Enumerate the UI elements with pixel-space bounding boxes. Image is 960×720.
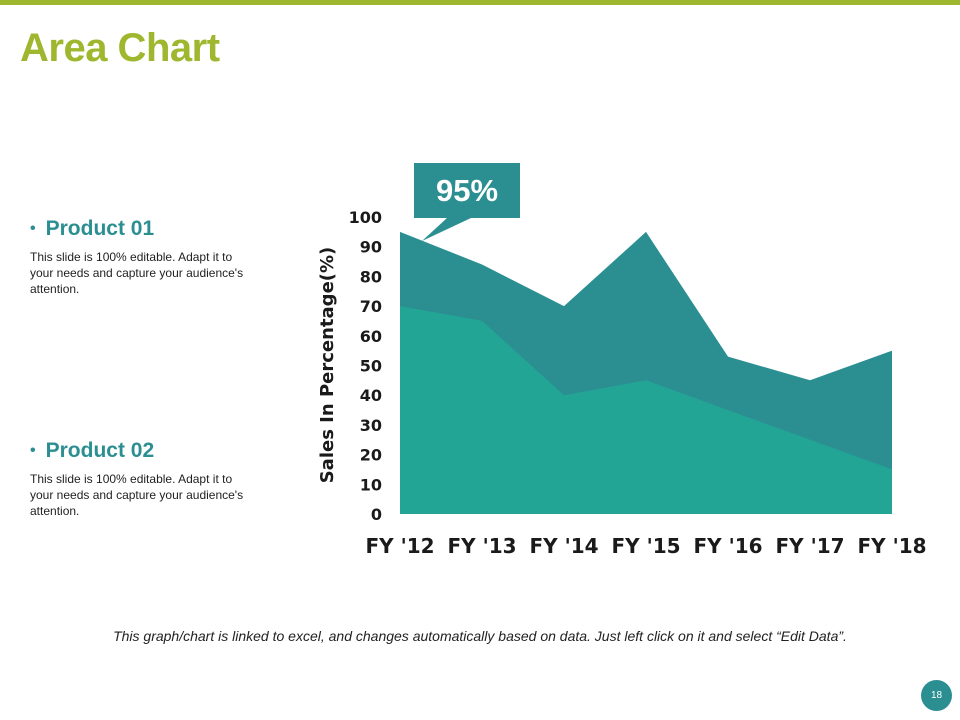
product-01-block: • Product 01 This slide is 100% editable… [30, 217, 245, 297]
callout-shape [414, 163, 520, 241]
product-02-block: • Product 02 This slide is 100% editable… [30, 439, 245, 519]
y-tick-label: 20 [360, 446, 382, 465]
y-tick-label: 60 [360, 327, 382, 346]
x-tick-label: FY '15 [611, 534, 680, 558]
x-tick-label: FY '17 [775, 534, 844, 558]
bullet-icon: • [30, 442, 36, 459]
page-number: 18 [921, 680, 952, 711]
y-tick-label: 40 [360, 386, 382, 405]
area-series-2 [400, 306, 892, 514]
footer-note: This graph/chart is linked to excel, and… [113, 628, 847, 644]
y-tick-label: 100 [349, 208, 382, 227]
y-tick-label: 0 [371, 505, 382, 524]
product-01-heading: • Product 01 [30, 217, 245, 241]
y-tick-label: 10 [360, 475, 382, 494]
callout-label: 95% [435, 172, 499, 208]
x-tick-label: FY '12 [365, 534, 434, 558]
x-tick-label: FY '13 [447, 534, 516, 558]
y-axis-label: Sales In Percentage(%) [317, 247, 338, 484]
slide-title: Area Chart [20, 26, 220, 70]
bullet-icon: • [30, 220, 36, 237]
product-01-label: Product 01 [45, 217, 155, 240]
y-tick-label: 70 [360, 297, 382, 316]
y-tick-label: 90 [360, 238, 382, 257]
value-callout: 95% [414, 163, 520, 243]
product-02-label: Product 02 [45, 439, 155, 462]
top-accent-bar [0, 0, 960, 5]
x-tick-label: FY '18 [857, 534, 926, 558]
area-chart[interactable]: 0 10 20 30 40 50 60 70 80 90 100 FY '12 FY '13 FY '14… [300, 200, 960, 570]
x-tick-label: FY '14 [529, 534, 598, 558]
product-02-description: This slide is 100% editable. Adapt it to… [30, 472, 244, 518]
product-02-heading: • Product 02 [30, 439, 245, 463]
y-tick-label: 50 [360, 357, 382, 376]
product-01-description: This slide is 100% editable. Adapt it to… [30, 250, 244, 296]
x-tick-label: FY '16 [693, 534, 762, 558]
y-tick-label: 80 [360, 267, 382, 286]
y-tick-label: 30 [360, 416, 382, 435]
